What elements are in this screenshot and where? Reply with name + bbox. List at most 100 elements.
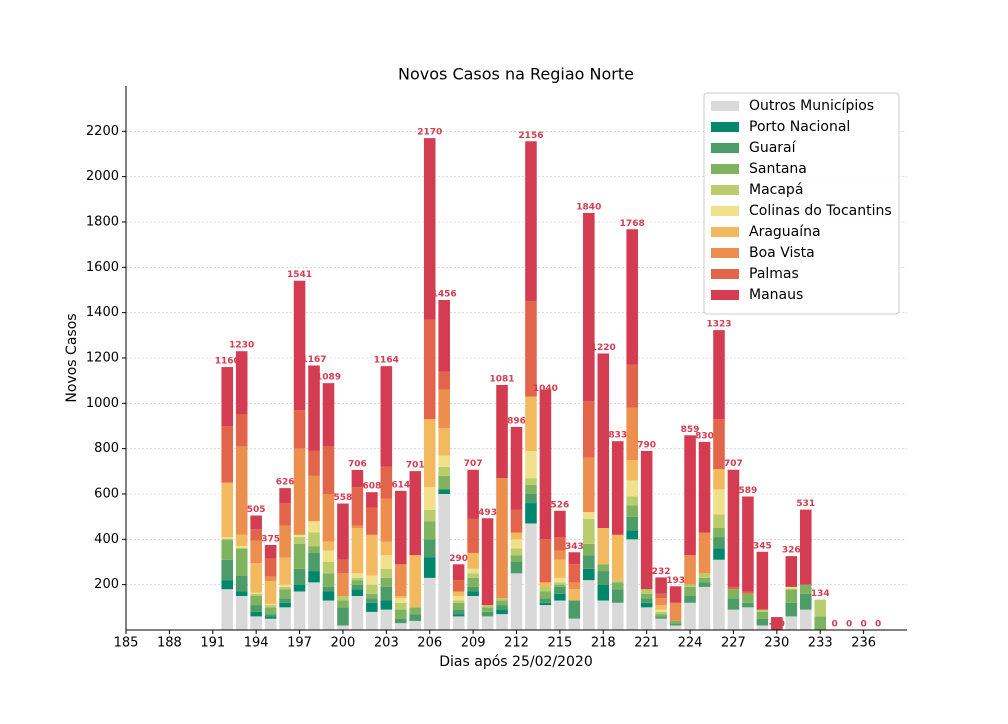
bar-segment — [554, 600, 566, 630]
bar-segment — [409, 471, 422, 556]
total-label: 707 — [724, 459, 743, 469]
bar-segment — [481, 616, 494, 630]
bar-segment — [366, 492, 378, 508]
bar-segment — [525, 450, 537, 479]
bar-segment — [698, 582, 711, 587]
x-tick-label: 203 — [374, 636, 399, 651]
bar-segment — [481, 605, 494, 608]
bar-segment — [308, 475, 320, 522]
bar-segment — [756, 611, 769, 619]
bar-segment — [481, 611, 494, 617]
bar-segment — [235, 546, 248, 549]
bar-segment — [221, 559, 234, 581]
bar-segment — [583, 580, 595, 630]
bar-segment — [727, 469, 740, 587]
bar-segment — [583, 512, 595, 519]
total-label: 493 — [478, 508, 497, 518]
bar-segment — [611, 602, 624, 630]
bar-segment — [669, 602, 682, 621]
bar-segment — [655, 611, 667, 615]
bar-segment — [583, 518, 595, 544]
bar-segment — [264, 576, 277, 582]
x-tick-label: 230 — [764, 636, 789, 651]
bar-segment — [626, 516, 638, 531]
bar-segment — [221, 539, 234, 560]
total-label: 0 — [860, 620, 866, 630]
bar-segment — [293, 280, 306, 411]
x-tick-label: 212 — [504, 636, 529, 651]
total-label: 1220 — [591, 343, 616, 353]
bar-segment — [467, 568, 479, 574]
y-tick-label: 800 — [94, 441, 119, 456]
total-label: 2156 — [518, 131, 543, 141]
bar-segment — [496, 614, 508, 630]
bar-segment — [395, 623, 407, 630]
bar-segment — [264, 545, 277, 559]
bar-segment — [640, 589, 653, 594]
legend-swatch — [711, 164, 739, 174]
bar-segment — [655, 616, 667, 619]
bar-segment — [554, 593, 566, 601]
total-label: 0 — [832, 620, 838, 630]
bar-segment — [322, 383, 335, 447]
bar-segment — [799, 593, 812, 610]
bar-segment — [438, 299, 450, 372]
y-axis-label: Novos Casos — [64, 313, 80, 402]
bar-segment — [554, 582, 566, 585]
bar-segment — [380, 586, 393, 601]
bar-segment — [438, 475, 450, 490]
bar-segment — [655, 577, 667, 594]
bar-segment — [395, 602, 407, 610]
bar-segment — [525, 503, 537, 524]
total-label: 2170 — [417, 128, 442, 138]
bar-segment — [293, 537, 306, 544]
total-label: 290 — [449, 554, 468, 564]
bar-segment — [785, 616, 798, 630]
bar-segment — [351, 487, 364, 526]
legend-label: Palmas — [749, 266, 799, 282]
y-tick-label: 200 — [94, 577, 119, 592]
bar-segment — [322, 586, 335, 592]
bar-segment — [583, 212, 595, 402]
bar-segment — [221, 537, 234, 540]
bar-segment — [698, 586, 711, 630]
bar-segment — [452, 614, 465, 617]
bar-segment — [380, 366, 393, 467]
bar-segment — [279, 584, 291, 587]
total-label: 707 — [464, 459, 483, 469]
bar-segment — [467, 469, 479, 519]
bar-segment — [742, 593, 754, 603]
total-label: 343 — [565, 542, 584, 552]
bar-segment — [525, 494, 537, 504]
bar-segment — [597, 584, 610, 601]
bar-segment — [611, 441, 624, 535]
bar-segment — [554, 510, 566, 538]
bar-segment — [366, 534, 378, 576]
bar-segment — [611, 589, 624, 603]
bar-segment — [380, 568, 393, 578]
x-tick-label: 218 — [591, 636, 616, 651]
chart-title: Novos Casos na Regiao Norte — [398, 65, 634, 84]
total-label: 1040 — [533, 384, 558, 394]
bar-segment — [655, 618, 667, 630]
bar-segment — [814, 616, 827, 630]
bar-segment — [452, 616, 465, 630]
bar-segment — [250, 616, 262, 630]
bar-segment — [279, 525, 291, 558]
bar-segment — [264, 618, 277, 630]
bar-segment — [337, 607, 349, 626]
total-label: -90 — [769, 620, 785, 630]
bar-segment — [496, 598, 508, 601]
bar-segment — [423, 487, 436, 510]
bar-segment — [293, 543, 306, 569]
bar-segment — [583, 568, 595, 581]
bar-segment — [409, 614, 422, 621]
bar-segment — [221, 589, 234, 630]
bar-segment — [785, 556, 798, 587]
bar-segment — [510, 562, 523, 574]
bar-segment — [611, 580, 624, 583]
bar-segment — [279, 488, 291, 504]
bar-segment — [366, 593, 378, 599]
bar-segment — [351, 580, 364, 585]
bar-segment — [568, 618, 581, 630]
